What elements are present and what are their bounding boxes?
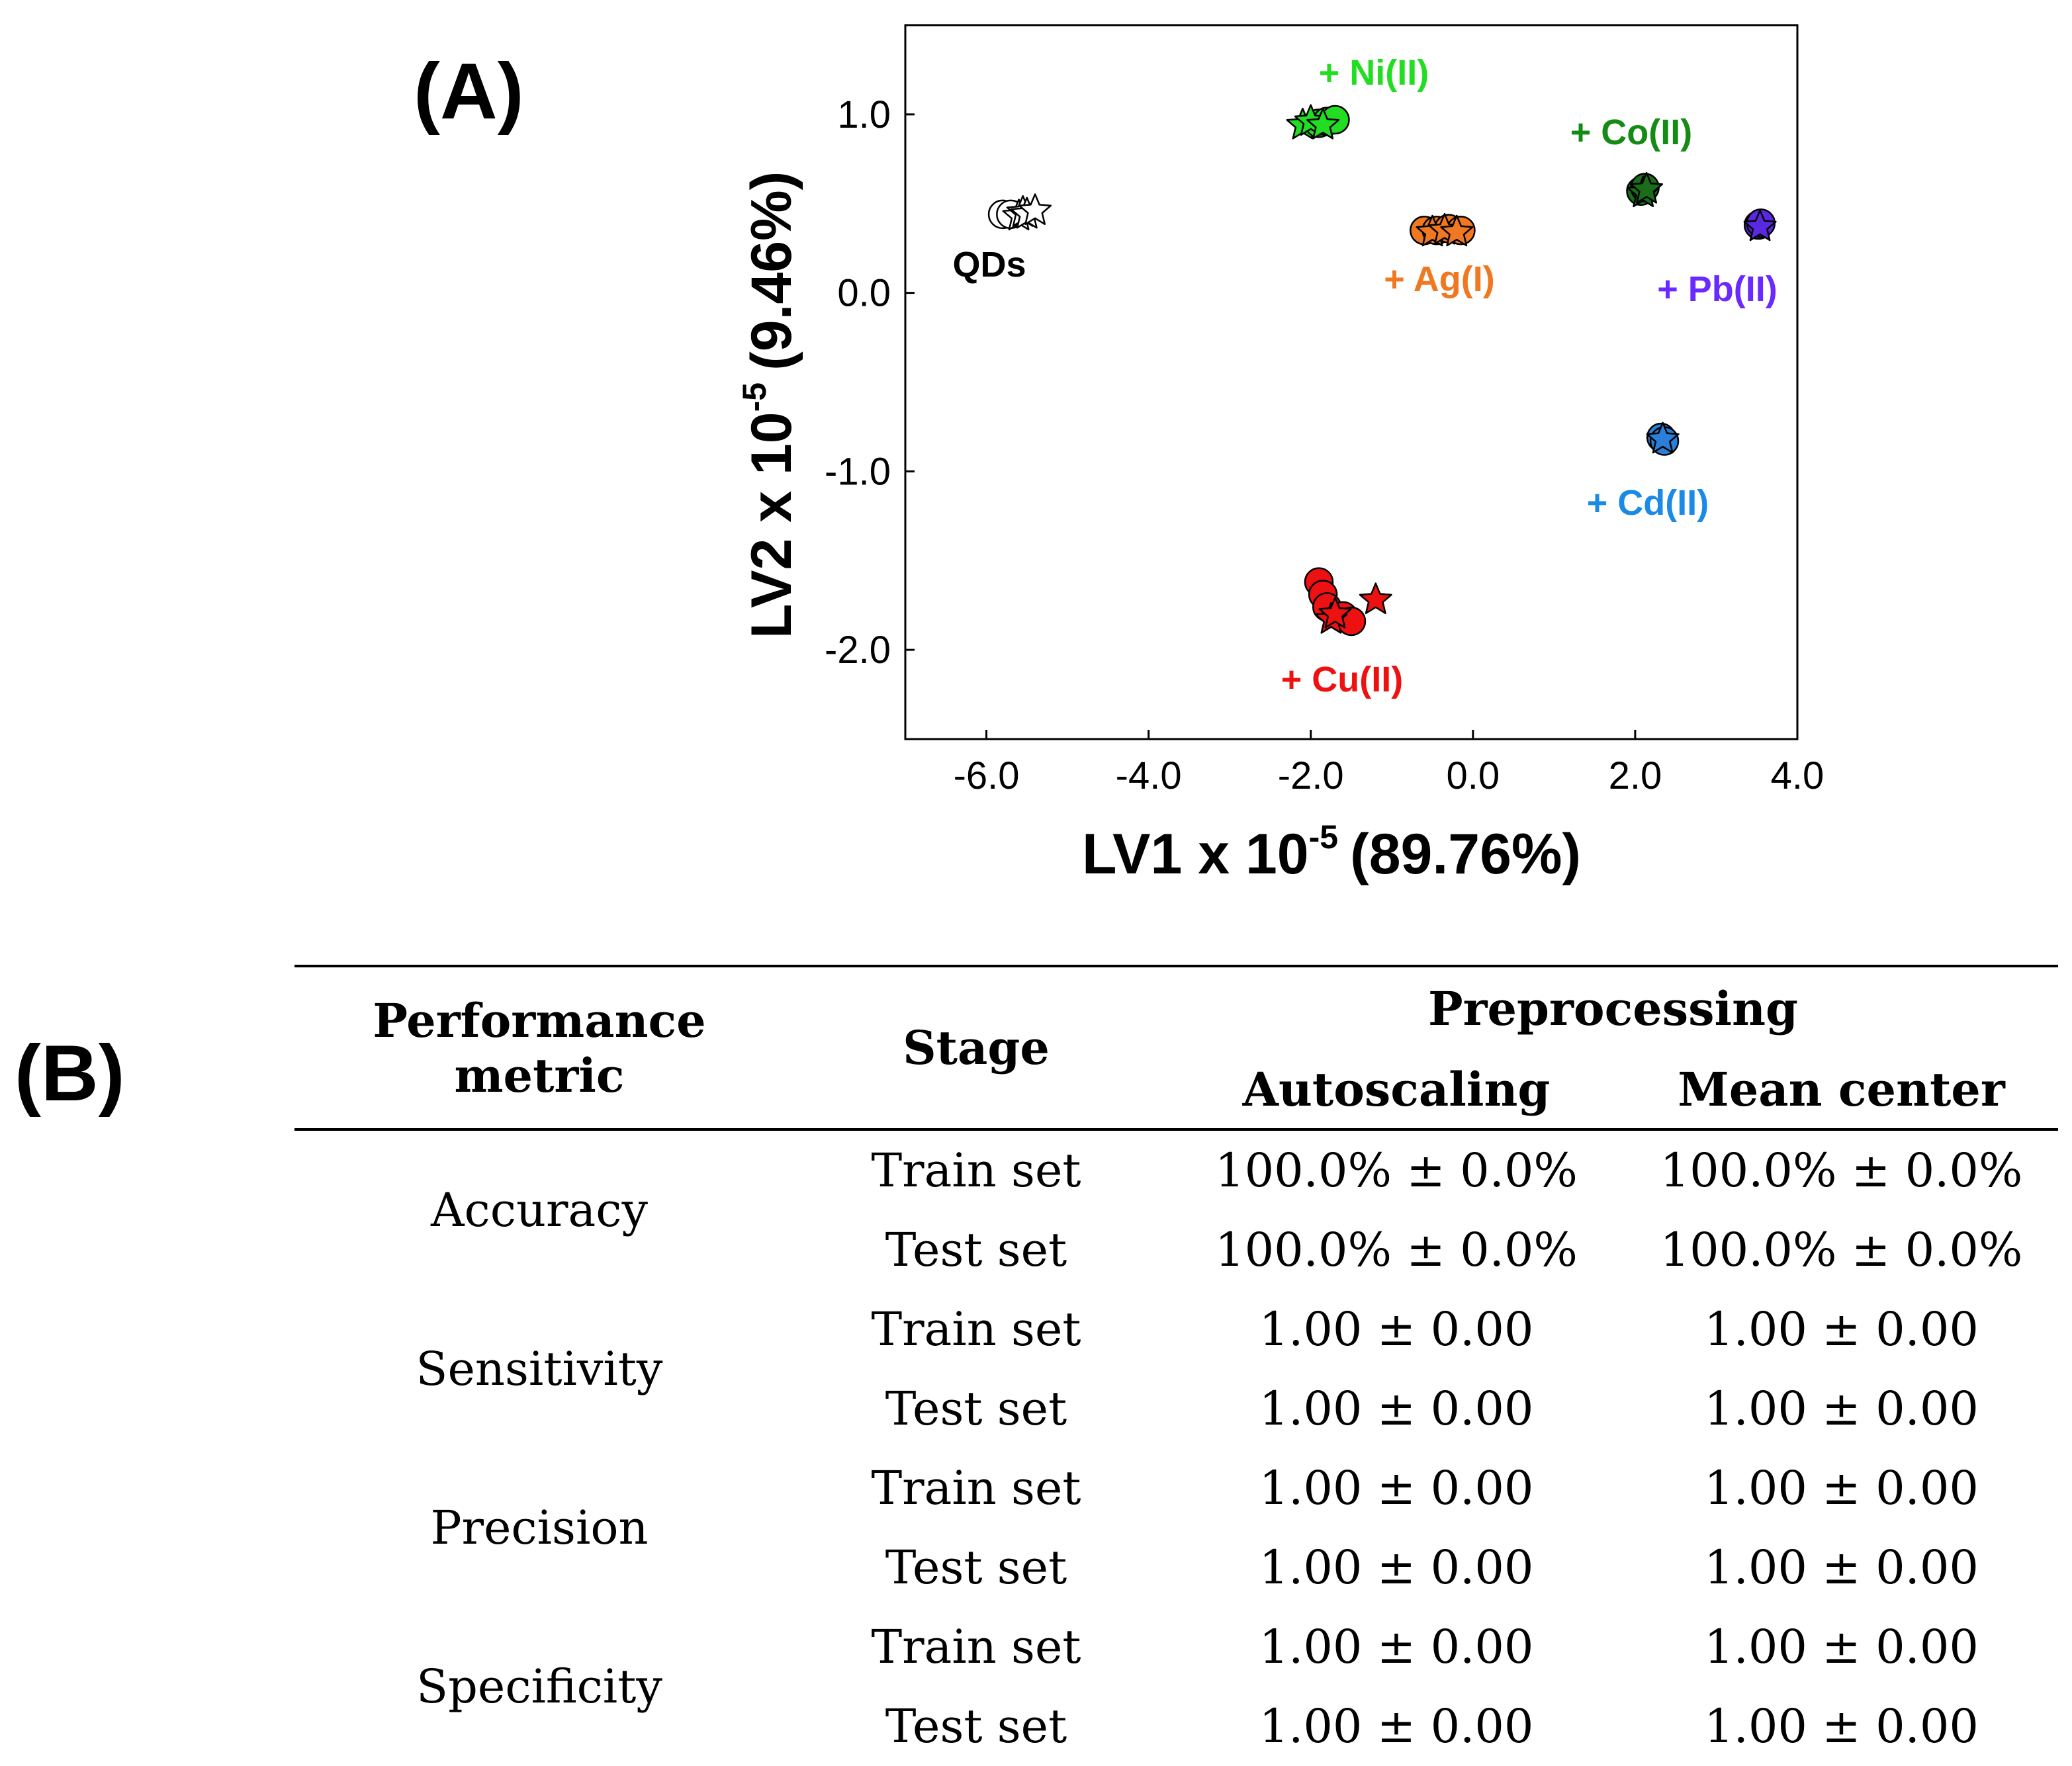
metric-cell: Sensitivity bbox=[416, 1342, 663, 1396]
lv-scatter-chart: -6.0 -4.0 -2.0 0.0 2.0 4.0 1.0 0.0 -1.0 -2.0 QDs +… bbox=[736, 24, 1824, 886]
cuii-point bbox=[1359, 582, 1392, 615]
metric-cell: Accuracy bbox=[431, 1183, 648, 1237]
agi-label: + Ag(I) bbox=[1384, 259, 1494, 299]
cdii-label: + Cd(II) bbox=[1587, 483, 1709, 523]
niii-point bbox=[1306, 107, 1340, 140]
cuii-label: + Cu(II) bbox=[1281, 660, 1404, 699]
autoscaling-cell: 1.00 ± 0.00 bbox=[1259, 1461, 1534, 1515]
stage-cell: Train set bbox=[871, 1461, 1081, 1515]
pbii-label: + Pb(II) bbox=[1657, 269, 1778, 309]
niii-label: + Ni(II) bbox=[1319, 53, 1429, 93]
y-tick-label: -1.0 bbox=[825, 450, 891, 493]
y-tick-label: -2.0 bbox=[825, 629, 891, 672]
y-tick-label: 1.0 bbox=[837, 93, 891, 136]
table-row: Test set 1.00 ± 0.00 1.00 ± 0.00 bbox=[294, 1687, 2058, 1766]
coii-point bbox=[1630, 171, 1664, 204]
cdii-point bbox=[1646, 421, 1680, 454]
table-row: Specificity Train set 1.00 ± 0.00 1.00 ±… bbox=[294, 1607, 2058, 1714]
mean-center-cell: 100.0% ± 0.0% bbox=[1660, 1143, 2023, 1198]
header-metric: Performance metric bbox=[373, 993, 706, 1103]
stage-cell: Test set bbox=[885, 1540, 1067, 1595]
header-autoscaling: Autoscaling bbox=[1242, 1061, 1551, 1117]
table-row: Test set 1.00 ± 0.00 1.00 ± 0.00 bbox=[294, 1369, 2058, 1448]
header-preprocessing: Preprocessing bbox=[1428, 981, 1798, 1036]
metric-cell: Specificity bbox=[416, 1659, 662, 1714]
stage-cell: Train set bbox=[871, 1620, 1081, 1674]
pbii-point bbox=[1743, 209, 1777, 242]
autoscaling-cell: 1.00 ± 0.00 bbox=[1259, 1382, 1534, 1436]
mean-center-cell: 1.00 ± 0.00 bbox=[1704, 1620, 1979, 1674]
x-tick-label: -6.0 bbox=[954, 754, 1020, 797]
table-row: Test set 100.0% ± 0.0% 100.0% ± 0.0% bbox=[294, 1210, 2058, 1290]
coii-label: + Co(II) bbox=[1570, 112, 1693, 152]
x-tick-label: -2.0 bbox=[1278, 754, 1344, 797]
stage-cell: Train set bbox=[871, 1302, 1081, 1356]
mean-center-cell: 1.00 ± 0.00 bbox=[1704, 1302, 1979, 1356]
qds-point bbox=[1018, 193, 1052, 226]
autoscaling-cell: 1.00 ± 0.00 bbox=[1259, 1699, 1534, 1753]
autoscaling-cell: 100.0% ± 0.0% bbox=[1215, 1223, 1578, 1277]
mean-center-cell: 1.00 ± 0.00 bbox=[1704, 1461, 1979, 1515]
agi-point bbox=[1440, 214, 1474, 247]
x-tick-label: 4.0 bbox=[1771, 754, 1824, 797]
mean-center-cell: 100.0% ± 0.0% bbox=[1660, 1223, 2023, 1277]
panel-a-label: (A) bbox=[414, 47, 524, 136]
autoscaling-cell: 1.00 ± 0.00 bbox=[1259, 1302, 1534, 1356]
stage-cell: Test set bbox=[885, 1223, 1067, 1277]
qds-label: QDs bbox=[952, 245, 1026, 285]
y-axis-title: LV2 x 10-5(9.46%) bbox=[736, 171, 803, 639]
table-row: Test set 1.00 ± 0.00 1.00 ± 0.00 bbox=[294, 1528, 2058, 1607]
stage-cell: Test set bbox=[885, 1382, 1067, 1436]
autoscaling-cell: 1.00 ± 0.00 bbox=[1259, 1620, 1534, 1674]
table-row: Accuracy Train set 100.0% ± 0.0% 100.0% … bbox=[294, 1129, 2058, 1237]
mean-center-cell: 1.00 ± 0.00 bbox=[1704, 1540, 1979, 1595]
autoscaling-cell: 1.00 ± 0.00 bbox=[1259, 1540, 1534, 1595]
header-stage: Stage bbox=[903, 1020, 1050, 1075]
metric-cell: Precision bbox=[430, 1501, 649, 1555]
y-tick-label: 0.0 bbox=[837, 272, 891, 315]
mean-center-cell: 1.00 ± 0.00 bbox=[1704, 1699, 1979, 1753]
table-row: Precision Train set 1.00 ± 0.00 1.00 ± 0… bbox=[294, 1448, 2058, 1555]
x-tick-label: 2.0 bbox=[1609, 754, 1662, 797]
stage-cell: Train set bbox=[871, 1143, 1081, 1198]
header-mean-center: Mean center bbox=[1678, 1061, 2005, 1117]
x-tick-label: 0.0 bbox=[1446, 754, 1500, 797]
x-tick-label: -4.0 bbox=[1116, 754, 1182, 797]
stage-cell: Test set bbox=[885, 1699, 1067, 1753]
table-row: Sensitivity Train set 1.00 ± 0.00 1.00 ±… bbox=[294, 1290, 2058, 1396]
autoscaling-cell: 100.0% ± 0.0% bbox=[1215, 1143, 1578, 1198]
plot-frame bbox=[904, 24, 1799, 740]
x-axis-title: LV1 x 10-5 (89.76%) bbox=[1082, 818, 1581, 886]
cuii-point bbox=[1318, 596, 1352, 629]
panel-b-label: (B) bbox=[15, 1029, 125, 1118]
mean-center-cell: 1.00 ± 0.00 bbox=[1704, 1382, 1979, 1436]
performance-table: Performance metric Stage Preprocessing A… bbox=[294, 965, 2058, 1766]
